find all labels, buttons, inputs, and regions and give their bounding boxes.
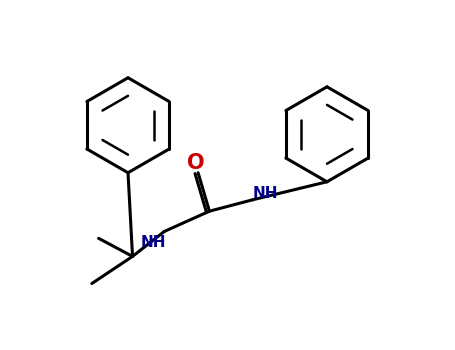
Text: NH: NH [140,235,166,250]
Text: NH: NH [252,186,278,201]
Text: O: O [187,153,205,173]
